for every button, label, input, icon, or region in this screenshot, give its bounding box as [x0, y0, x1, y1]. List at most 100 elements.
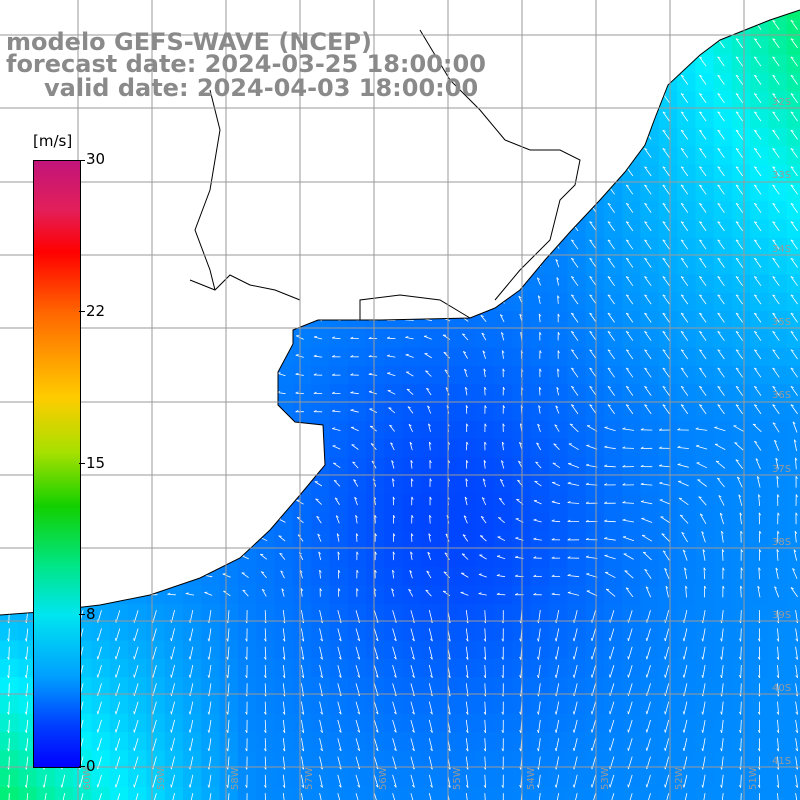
wind-arrow [735, 148, 744, 158]
wind-arrow [355, 628, 361, 642]
wind-arrow [315, 498, 322, 505]
wind-arrow [586, 573, 598, 578]
wind-arrow [589, 312, 597, 323]
wind-arrow [790, 166, 798, 177]
wind-arrow [204, 592, 213, 596]
wind-arrow [680, 257, 689, 268]
wind-arrow-head [790, 276, 794, 279]
wind-arrow [464, 368, 468, 378]
wind-arrow [625, 331, 634, 341]
wind-arrow-head [699, 239, 703, 242]
wind-arrow-head [557, 368, 560, 372]
wind-arrow [776, 549, 779, 561]
wind-arrow [241, 572, 249, 578]
wind-arrow-head [335, 515, 339, 518]
sea-cell [786, 366, 800, 385]
wind-arrow [97, 628, 102, 642]
wind-arrow-head [644, 312, 648, 315]
sea-cell [457, 786, 477, 800]
wind-arrow [717, 129, 725, 140]
wind-arrow-head [571, 404, 575, 407]
wind-arrow-head [772, 148, 776, 151]
wind-arrow-head [408, 588, 412, 592]
wind-arrow-head [754, 166, 758, 169]
wind-arrow-head [478, 592, 482, 594]
wind-arrow-head [719, 512, 723, 516]
wind-arrow-head [518, 460, 522, 464]
wind-arrow [714, 443, 726, 450]
wind-arrow [790, 93, 798, 104]
wind-arrow [716, 477, 725, 488]
wind-arrow [277, 392, 286, 395]
wind-arrow-head [790, 38, 794, 41]
wind-arrow-head [481, 332, 485, 335]
wind-arrow-head [501, 441, 505, 445]
wind-arrow-head [567, 591, 571, 593]
wind-arrow-head [115, 637, 117, 641]
wind-arrow [699, 276, 707, 287]
wind-arrow-head [589, 239, 593, 242]
wind-arrow [465, 478, 468, 487]
wind-arrow [480, 315, 487, 322]
wind-arrow [685, 585, 687, 598]
sea-cell [786, 585, 800, 605]
wind-arrow [735, 312, 744, 323]
wind-arrow-head [392, 478, 395, 482]
wind-arrow-head [484, 423, 487, 427]
wind-arrow-head [585, 482, 589, 485]
wind-arrow [662, 276, 670, 287]
wind-arrow-head [537, 277, 540, 280]
wind-arrow-head [356, 533, 359, 537]
wind-arrow [640, 501, 653, 505]
wind-arrow [699, 166, 707, 177]
wind-arrow [622, 502, 635, 504]
wind-arrow-head [717, 312, 721, 315]
wind-arrow [297, 534, 304, 542]
wind-arrow [790, 203, 798, 213]
wind-arrow-head [353, 479, 357, 482]
wind-arrow [717, 404, 725, 415]
wind-arrow [662, 404, 670, 415]
sea-cell [439, 786, 458, 800]
wind-arrow [392, 570, 395, 579]
wind-arrow-head [735, 184, 739, 187]
wind-arrow [551, 520, 561, 523]
wind-arrow-head [772, 74, 776, 77]
wind-arrow-head [336, 533, 340, 537]
wind-arrow-head [480, 516, 484, 519]
wind-arrow-head [226, 638, 229, 642]
sea-cell [786, 292, 800, 312]
wind-arrow [478, 593, 487, 596]
wind-arrow [604, 555, 616, 560]
wind-arrow-head [792, 421, 796, 425]
wind-arrow-head [704, 585, 707, 589]
wind-arrow [350, 427, 359, 432]
wind-arrow-head [662, 385, 666, 388]
sea-cell [786, 146, 800, 166]
wind-arrow-head [133, 637, 135, 641]
wind-arrow [662, 312, 670, 323]
wind-arrow-head [295, 354, 299, 356]
wind-arrow-head [662, 367, 666, 370]
wind-arrow-head [313, 335, 317, 338]
wind-arrow-head [699, 111, 703, 114]
wind-arrow-head [662, 550, 666, 553]
wind-arrow [662, 166, 670, 177]
wind-arrow [337, 551, 340, 561]
wind-arrow-head [699, 276, 703, 279]
sea-cell [640, 786, 660, 800]
wind-arrow [699, 386, 707, 396]
wind-arrow [319, 570, 321, 579]
wind-arrow-head [556, 386, 560, 390]
wind-arrow-head [740, 549, 744, 553]
wind-arrow-head [604, 445, 608, 448]
wind-arrow [464, 496, 468, 506]
wind-arrow-head [680, 276, 684, 279]
wind-arrow [314, 481, 323, 487]
wind-arrow [460, 592, 469, 596]
wind-arrow [699, 239, 707, 250]
wind-arrow-head [680, 349, 684, 352]
wind-arrow [607, 276, 615, 287]
wind-arrow-head [772, 331, 776, 334]
wind-arrow [641, 534, 653, 542]
